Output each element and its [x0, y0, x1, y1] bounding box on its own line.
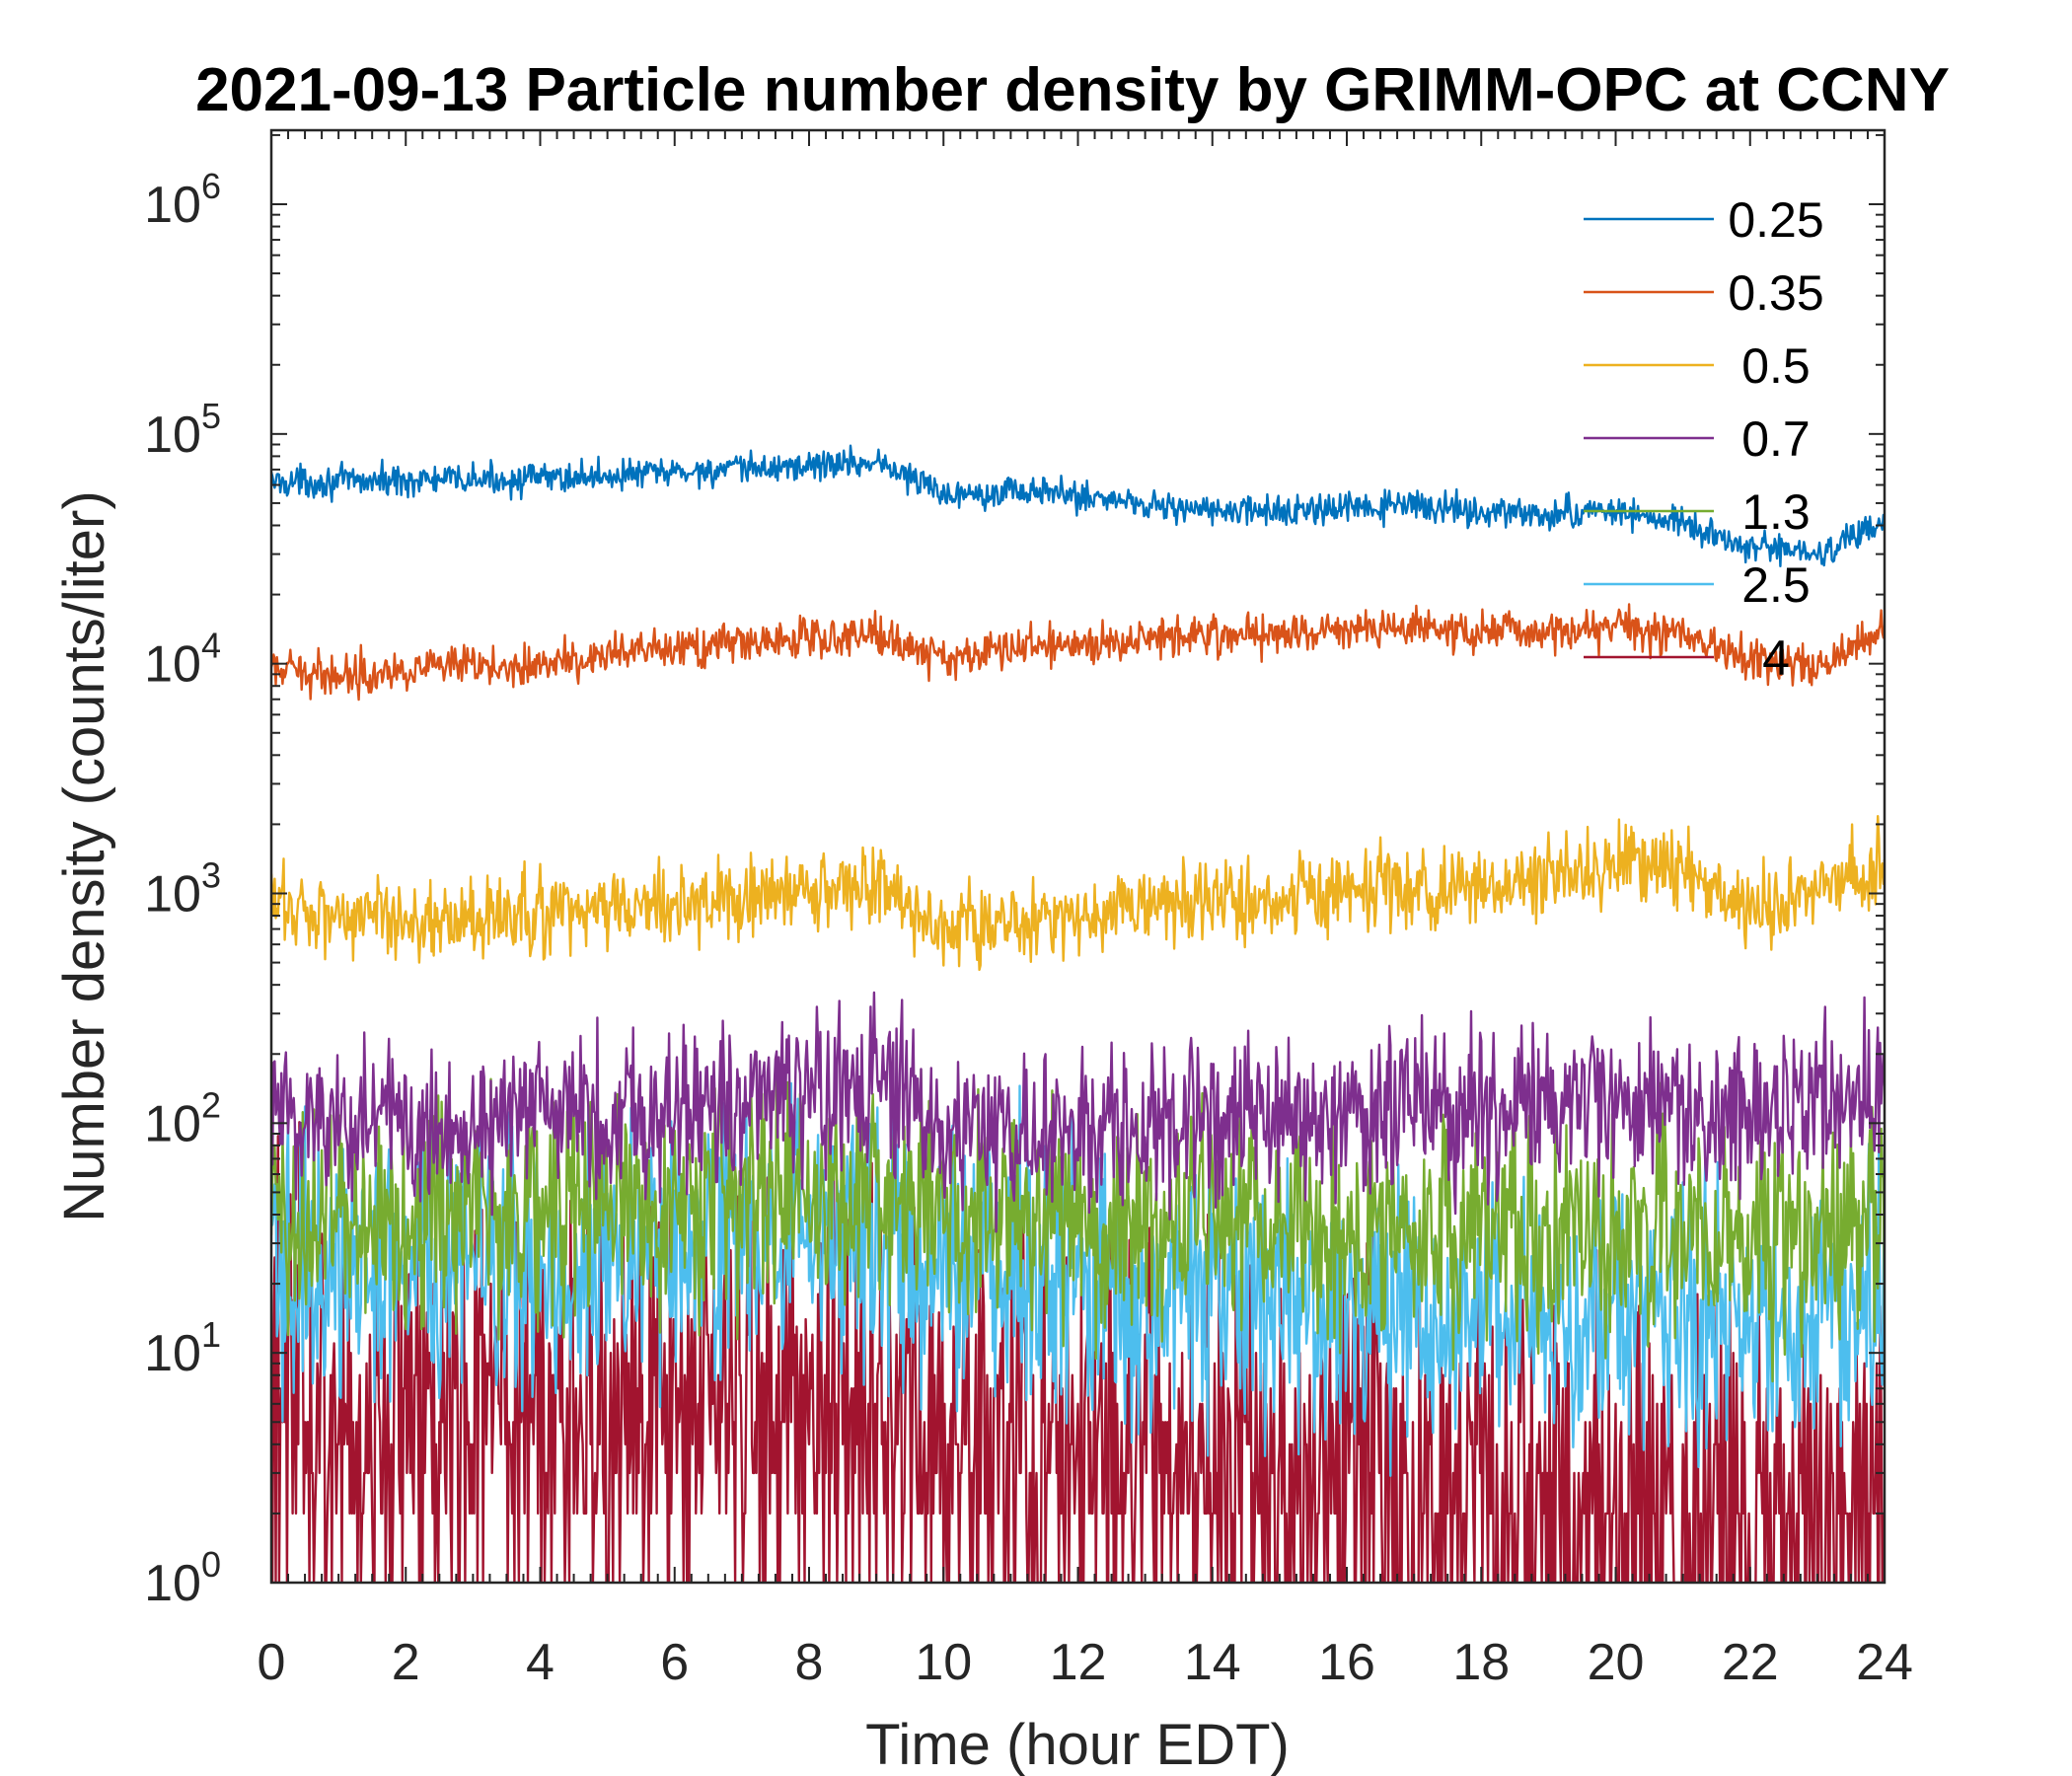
series-line-0-5	[271, 815, 1885, 972]
x-tick-label: 6	[660, 1634, 689, 1691]
x-tick-label: 20	[1588, 1634, 1645, 1691]
x-tick-label: 2	[392, 1634, 420, 1691]
series-line-2-5	[271, 1081, 1885, 1478]
x-tick-label: 18	[1452, 1634, 1510, 1691]
chart-title: 2021-09-13 Particle number density by GR…	[195, 56, 1950, 124]
x-tick-labels: 0 2 4 6 8 10 12 14 16 18 20 22 24	[258, 1634, 1913, 1691]
x-tick-label: 24	[1856, 1634, 1913, 1691]
x-tick-label: 16	[1318, 1634, 1375, 1691]
y-tick-label: 105	[144, 396, 221, 464]
y-tick-label: 101	[144, 1314, 221, 1382]
x-tick-label: 14	[1184, 1634, 1241, 1691]
x-tick-label: 12	[1050, 1634, 1107, 1691]
legend-label: 0.25	[1728, 192, 1823, 248]
y-tick-label: 100	[144, 1544, 221, 1612]
x-tick-label: 0	[258, 1634, 286, 1691]
series-line-1-3	[271, 1068, 1885, 1383]
legend: 0.25 0.35 0.5 0.7 1.3 2.5 4	[1584, 192, 1824, 686]
x-axis-label: Time (hour EDT)	[865, 1713, 1290, 1776]
x-tick-label: 4	[526, 1634, 555, 1691]
y-tick-label: 106	[144, 166, 221, 234]
series-line-4	[271, 1121, 1885, 1583]
series-layer	[271, 444, 1885, 1583]
legend-label: 0.35	[1728, 265, 1823, 321]
legend-label: 2.5	[1741, 557, 1811, 613]
x-tick-label: 10	[915, 1634, 972, 1691]
tick-layer	[270, 130, 1886, 1584]
series-line-0-7	[271, 991, 1885, 1233]
legend-label: 0.5	[1741, 338, 1811, 394]
legend-label: 1.3	[1741, 484, 1811, 540]
y-tick-label: 102	[144, 1084, 221, 1152]
series-line-0-25	[271, 444, 1885, 567]
y-axis-label: Number density (counts/liter)	[52, 490, 116, 1221]
x-tick-label: 22	[1722, 1634, 1779, 1691]
y-tick-label: 103	[144, 855, 221, 924]
series-line-0-35	[271, 603, 1885, 702]
x-tick-label: 8	[795, 1634, 824, 1691]
y-tick-labels: 100 101 102 103 104 105 106	[144, 166, 221, 1612]
y-tick-label: 104	[144, 626, 221, 694]
legend-label: 0.7	[1741, 411, 1811, 467]
legend-label: 4	[1762, 630, 1790, 686]
